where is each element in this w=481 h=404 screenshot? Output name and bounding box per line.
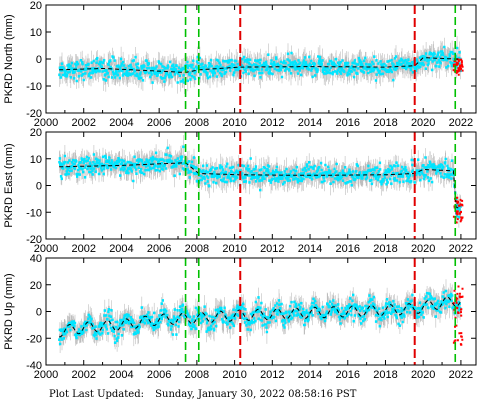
x-tick-label: 2002 <box>71 243 95 255</box>
model-trend-line <box>59 162 462 211</box>
footer: Plot Last Updated: Sunday, January 30, 2… <box>49 389 364 400</box>
model-trend-line <box>59 296 462 338</box>
y-tick-label: -10 <box>26 207 42 219</box>
x-tick-label: 2020 <box>411 243 435 255</box>
x-tick-label: 2000 <box>34 243 58 255</box>
x-tick-label: 2004 <box>109 369 133 381</box>
y-tick-label: 20 <box>30 127 42 139</box>
y-axis-label: PKRD North (mm) <box>3 14 15 103</box>
x-tick-label: 2016 <box>336 369 360 381</box>
x-tick-label: 2008 <box>185 243 209 255</box>
y-tick-label: 0 <box>36 307 42 319</box>
data-points <box>58 289 462 346</box>
data-points <box>58 45 462 84</box>
y-tick-label: 0 <box>36 54 42 66</box>
chart-panel-2: 2000 2002 2004 2006 2008 2010 2012 2014 2016 2018… <box>3 127 477 255</box>
outlier-points <box>452 285 464 346</box>
x-tick-label: 2012 <box>260 117 284 129</box>
x-tick-label: 2006 <box>147 369 171 381</box>
x-tick-label: 2016 <box>336 243 360 255</box>
x-tick-label: 2018 <box>373 369 397 381</box>
y-tick-label: -20 <box>26 108 42 120</box>
chart-panel-1: 2000 2002 2004 2006 2008 2010 2012 2014 2016 2018… <box>3 0 477 129</box>
x-tick-label: 2010 <box>222 243 246 255</box>
x-tick-label: 2014 <box>298 117 322 129</box>
data-points <box>58 145 462 219</box>
y-tick-label: 20 <box>30 0 42 12</box>
y-tick-label: 0 <box>36 181 42 193</box>
y-tick-label: 40 <box>30 253 42 265</box>
x-tick-label: 2014 <box>298 369 322 381</box>
x-tick-label: 2020 <box>411 117 435 129</box>
y-tick-label: 10 <box>30 27 42 39</box>
footer-label: Plot Last Updated: <box>49 389 144 400</box>
x-tick-label: 2004 <box>109 117 133 129</box>
x-tick-label: 2018 <box>373 117 397 129</box>
x-tick-label: 2000 <box>34 117 58 129</box>
x-tick-label: 2020 <box>411 369 435 381</box>
x-tick-label: 2002 <box>71 117 95 129</box>
y-tick-label: -20 <box>26 234 42 246</box>
x-tick-label: 2012 <box>260 369 284 381</box>
footer-timestamp: Sunday, January 30, 2022 08:58:16 PST <box>155 389 357 400</box>
plot-area <box>58 135 464 228</box>
x-tick-label: 2010 <box>222 369 246 381</box>
y-axis-label: PKRD Up (mm) <box>3 273 15 349</box>
x-tick-label: 2010 <box>222 117 246 129</box>
x-tick-label: 2016 <box>336 117 360 129</box>
x-tick-label: 2022 <box>449 117 473 129</box>
x-tick-label: 2012 <box>260 243 284 255</box>
x-tick-label: 2022 <box>449 243 473 255</box>
plot-area <box>58 35 464 94</box>
outlier-points <box>452 58 464 76</box>
chart-panel-3: 2000 2002 2004 2006 2008 2010 2012 2014 2016 2018… <box>3 253 477 381</box>
y-tick-label: -10 <box>26 81 42 93</box>
plot-area <box>58 279 464 353</box>
x-tick-label: 2022 <box>449 369 473 381</box>
y-tick-label: -40 <box>26 360 42 372</box>
x-tick-label: 2008 <box>185 117 209 129</box>
x-tick-label: 2002 <box>71 369 95 381</box>
x-tick-label: 2008 <box>185 369 209 381</box>
x-tick-label: 2014 <box>298 243 322 255</box>
y-tick-label: 10 <box>30 154 42 166</box>
y-tick-label: 20 <box>30 280 42 292</box>
x-tick-label: 2000 <box>34 369 58 381</box>
y-axis-label: PKRD East (mm) <box>3 143 15 227</box>
x-tick-label: 2004 <box>109 243 133 255</box>
y-tick-label: -20 <box>26 333 42 345</box>
outlier-points <box>452 196 464 224</box>
x-tick-label: 2006 <box>147 243 171 255</box>
x-tick-label: 2018 <box>373 243 397 255</box>
x-tick-label: 2006 <box>147 117 171 129</box>
